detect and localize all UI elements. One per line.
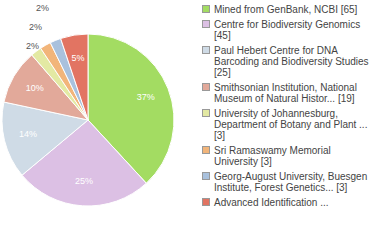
legend-entry: Advanced Identification ... [200,197,376,208]
pie-slice [61,34,88,120]
data-labels: 37% 25% 14% 10% 2% 2% 2% 5% [19,3,155,186]
chart-area: 37% 25% 14% 10% 2% 2% 2% 5% Mined from GenBank,… [0,0,380,240]
data-label: 14% [19,129,37,139]
legend-swatch [202,83,210,91]
legend-entry: Centre for Biodiversity Genomics [45] [200,19,376,41]
legend-swatch [202,198,210,206]
legend-label: Smithsonian Institution, National Museum… [214,82,357,104]
legend-label: Advanced Identification ... [214,197,329,208]
legend-swatch [202,146,210,154]
legend-label: Georg-August University, Buesgen Institu… [214,171,367,193]
data-label: 10% [26,83,44,93]
legend-label: Mined from GenBank, NCBI [65] [214,4,357,15]
legend-entry: University of Johannesburg, Department o… [200,108,376,141]
legend-swatch [202,46,210,54]
legend-label: Paul Hebert Centre for DNA Barcoding and… [214,45,369,78]
legend-swatch [202,20,210,28]
data-label: 2% [36,3,49,13]
data-label: 25% [75,176,93,186]
data-label: 37% [137,92,155,102]
legend-entry: Sri Ramaswamy Memorial University [3] [200,145,376,167]
legend-entry: Paul Hebert Centre for DNA Barcoding and… [200,45,376,78]
legend-entry: Mined from GenBank, NCBI [65] [200,4,376,15]
legend-entry: Georg-August University, Buesgen Institu… [200,171,376,193]
legend-swatch [202,109,210,117]
data-label: 5% [72,53,85,63]
data-label: 2% [26,41,39,51]
slices [2,34,174,206]
legend-label: Centre for Biodiversity Genomics [45] [214,19,360,41]
legend-label: Sri Ramaswamy Memorial University [3] [214,145,331,167]
data-label: 2% [29,22,42,32]
legend-entry: Smithsonian Institution, National Museum… [200,82,376,104]
legend-swatch [202,5,210,13]
legend: Mined from GenBank, NCBI [65] Centre for … [200,4,376,212]
legend-swatch [202,172,210,180]
legend-label: University of Johannesburg, Department o… [214,108,367,141]
